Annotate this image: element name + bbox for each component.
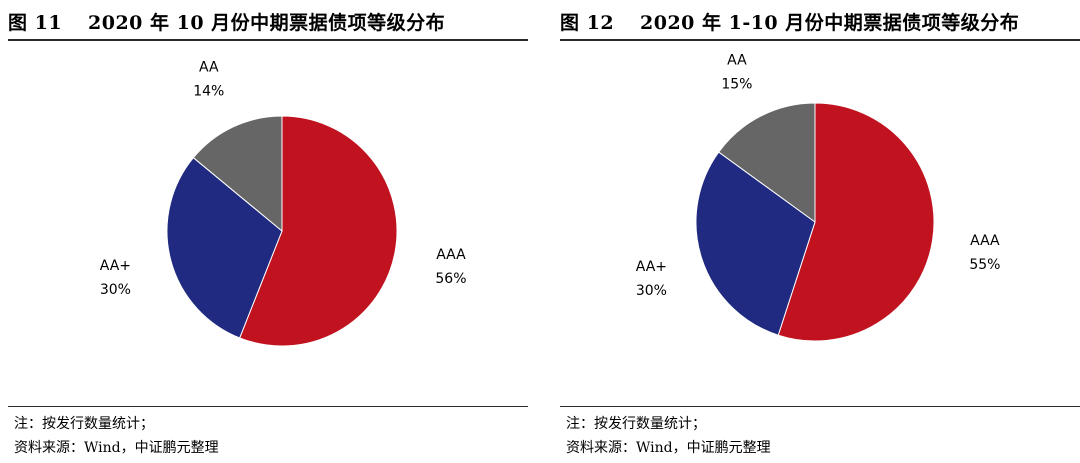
figure-12-title-text: 2020 年 1-10 月份中期票据债项等级分布 <box>640 12 1020 34</box>
figure-12-top-rule <box>560 39 1080 41</box>
slice-category-label: AAA <box>970 233 1000 249</box>
figure-11-source: 资料来源：Wind，中证鹏元整理 <box>14 440 219 456</box>
figure-12-source: 资料来源：Wind，中证鹏元整理 <box>566 440 771 456</box>
slice-percent-label: 15% <box>721 77 752 93</box>
slice-percent-label: 55% <box>969 257 1000 273</box>
figure-11-bottom-rule <box>8 406 528 407</box>
slice-category-label: AA <box>199 59 219 75</box>
pie-slice-aa-plus <box>695 151 816 336</box>
figure-11-pie-svg: AAA 56% AA+ 30% AA 14% <box>100 59 467 347</box>
figure-12-pie-svg: AAA 55% AA+ 30% AA 15% <box>636 53 1000 342</box>
figure-11-title: 图 11 2020 年 10 月份中期票据债项等级分布 <box>8 8 528 38</box>
figure-11-title-text: 2020 年 10 月份中期票据债项等级分布 <box>88 12 446 34</box>
pie-slice-aa <box>718 102 816 223</box>
slice-percent-label: 30% <box>100 282 131 298</box>
figure-11-number: 图 11 <box>8 12 63 34</box>
pie-slice-aa-plus <box>166 156 283 339</box>
figure-12-number: 图 12 <box>560 12 615 34</box>
figure-12-panel: 图 12 2020 年 1-10 月份中期票据债项等级分布 AAA 55% AA+ 30… <box>560 0 1080 463</box>
figure-11-chart: AAA 56% AA+ 30% AA 14% <box>8 46 528 402</box>
figure-12-chart: AAA 55% AA+ 30% AA 15% <box>560 46 1080 402</box>
slice-category-label: AAA <box>436 247 466 263</box>
pie-slice-aa <box>192 115 283 233</box>
slice-category-label: AA+ <box>100 258 131 274</box>
figure-12-title: 图 12 2020 年 1-10 月份中期票据债项等级分布 <box>560 8 1080 38</box>
figure-12-note: 注：按发行数量统计； <box>566 416 706 432</box>
slice-percent-label: 56% <box>435 271 466 287</box>
figure-12-bottom-rule <box>560 406 1080 407</box>
figure-11-note: 注：按发行数量统计； <box>14 416 154 432</box>
slice-percent-label: 14% <box>193 83 224 99</box>
slice-percent-label: 30% <box>636 283 667 299</box>
figure-11-panel: 图 11 2020 年 10 月份中期票据债项等级分布 AAA 56% AA+ 30% A… <box>8 0 528 463</box>
pie-slice-aaa <box>239 115 398 347</box>
figure-11-top-rule <box>8 39 528 41</box>
slice-category-label: AA+ <box>636 259 667 275</box>
slice-category-label: AA <box>727 53 747 69</box>
pie-slice-aaa <box>777 102 935 342</box>
